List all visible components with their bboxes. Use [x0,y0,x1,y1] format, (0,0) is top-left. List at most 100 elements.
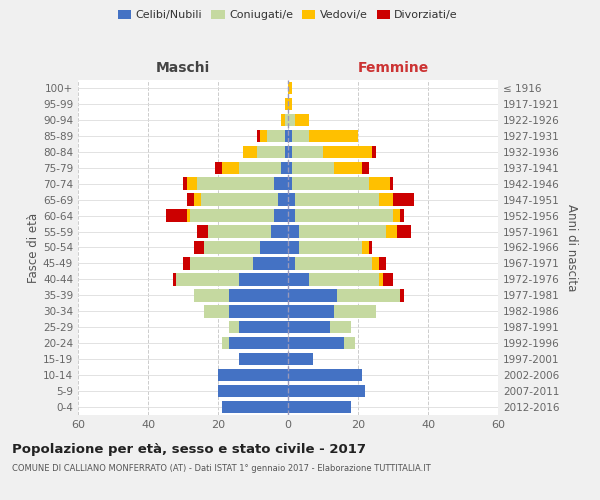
Bar [193,289,229,302]
Bar [309,273,379,285]
Bar [173,273,176,285]
Bar [229,321,239,334]
Bar [197,178,274,190]
Bar [379,273,383,285]
Bar [277,194,288,206]
Bar [239,273,288,285]
Bar [288,321,330,334]
Bar [288,353,313,366]
Bar [229,289,288,302]
Bar [292,178,368,190]
Bar [295,257,372,270]
Bar [239,162,281,174]
Bar [288,98,292,110]
Bar [372,146,376,158]
Bar [190,210,274,222]
Bar [288,210,295,222]
Bar [267,130,284,142]
Bar [284,146,288,158]
Bar [368,178,389,190]
Bar [295,114,309,126]
Bar [288,289,337,302]
Bar [197,226,208,238]
Bar [288,305,334,318]
Bar [284,130,288,142]
Bar [257,130,260,142]
Bar [323,146,372,158]
Bar [288,242,299,254]
Bar [372,257,379,270]
Bar [288,178,292,190]
Bar [383,273,393,285]
Bar [288,273,309,285]
Bar [187,194,193,206]
Bar [200,194,277,206]
Bar [288,162,292,174]
Bar [288,385,365,398]
Bar [361,162,368,174]
Bar [299,226,386,238]
Bar [239,353,288,366]
Bar [295,210,393,222]
Bar [229,305,288,318]
Bar [193,242,204,254]
Bar [221,337,229,349]
Bar [400,210,404,222]
Bar [218,385,288,398]
Bar [288,369,361,382]
Bar [299,242,361,254]
Bar [309,130,358,142]
Bar [281,114,284,126]
Bar [288,82,292,94]
Legend: Celibi/Nubili, Coniugati/e, Vedovi/e, Divorziati/e: Celibi/Nubili, Coniugati/e, Vedovi/e, Di… [113,6,463,25]
Text: Femmine: Femmine [358,61,428,75]
Text: Popolazione per età, sesso e stato civile - 2017: Popolazione per età, sesso e stato civil… [12,442,366,456]
Bar [400,289,404,302]
Bar [397,226,410,238]
Bar [260,130,267,142]
Bar [288,226,299,238]
Bar [292,162,334,174]
Bar [292,146,323,158]
Bar [187,210,190,222]
Bar [344,337,355,349]
Bar [193,194,200,206]
Bar [334,305,376,318]
Bar [215,162,221,174]
Bar [257,146,284,158]
Bar [204,305,229,318]
Bar [386,226,397,238]
Bar [274,178,288,190]
Bar [166,210,187,222]
Bar [334,162,361,174]
Bar [274,210,288,222]
Bar [368,242,372,254]
Bar [229,337,288,349]
Bar [288,401,351,413]
Bar [239,321,288,334]
Bar [292,130,309,142]
Bar [330,321,351,334]
Bar [187,178,197,190]
Bar [288,337,344,349]
Bar [393,194,414,206]
Bar [337,289,400,302]
Bar [361,242,368,254]
Bar [288,194,295,206]
Bar [242,146,257,158]
Bar [288,257,295,270]
Bar [288,114,295,126]
Bar [253,257,288,270]
Y-axis label: Anni di nascita: Anni di nascita [565,204,578,291]
Bar [218,369,288,382]
Bar [221,162,239,174]
Bar [284,98,288,110]
Text: Maschi: Maschi [156,61,210,75]
Bar [295,194,379,206]
Bar [271,226,288,238]
Bar [393,210,400,222]
Y-axis label: Fasce di età: Fasce di età [27,212,40,282]
Bar [183,178,187,190]
Text: COMUNE DI CALLIANO MONFERRATO (AT) - Dati ISTAT 1° gennaio 2017 - Elaborazione T: COMUNE DI CALLIANO MONFERRATO (AT) - Dat… [12,464,431,473]
Bar [208,226,271,238]
